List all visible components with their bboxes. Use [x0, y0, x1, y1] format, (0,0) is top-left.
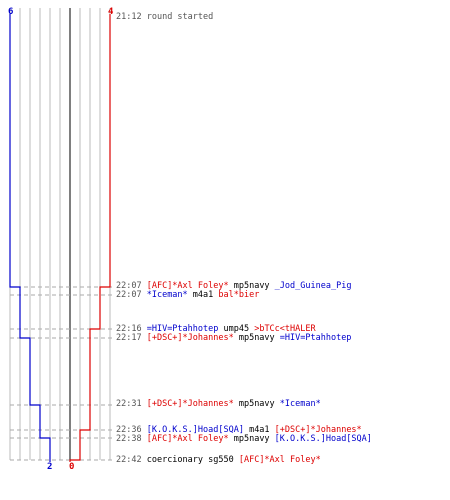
event-weapon: sg550 — [203, 455, 239, 465]
event-victim: >bTCc<tHALER — [254, 324, 316, 334]
event-victim: bal*bier — [218, 290, 260, 300]
event-row: 22:07 *Iceman* m4a1 bal*bier — [116, 290, 259, 300]
event-killer: coercionary — [146, 455, 204, 465]
event-killer: [AFC]*Axl Foley* — [146, 434, 229, 444]
event-row: 22:17 [+DSC+]*Johannes* mp5navy =HIV=Pta… — [116, 333, 351, 343]
event-weapon: mp5navy — [233, 399, 280, 409]
event-time: 22:38 — [116, 434, 147, 444]
event-weapon: mp5navy — [228, 434, 275, 444]
event-victim: *Iceman* — [279, 399, 321, 409]
event-time: 22:07 — [116, 281, 147, 291]
event-weapon: m4a1 — [187, 290, 219, 300]
event-killer: *Iceman* — [146, 290, 188, 300]
event-row: 22:36 [K.O.K.S.]Hoad[SQA] m4a1 [+DSC+]*J… — [116, 425, 362, 435]
round-start-time: 21:12 — [116, 12, 142, 22]
event-time: 22:17 — [116, 333, 147, 343]
event-victim: [K.O.K.S.]Hoad[SQA] — [274, 434, 372, 444]
event-row: 22:38 [AFC]*Axl Foley* mp5navy [K.O.K.S.… — [116, 434, 372, 444]
event-victim: [AFC]*Axl Foley* — [238, 455, 321, 465]
event-time: 22:31 — [116, 399, 147, 409]
event-killer: [K.O.K.S.]Hoad[SQA] — [146, 425, 244, 435]
player-grid-lines — [9, 8, 111, 460]
event-weapon: mp5navy — [233, 333, 280, 343]
event-victim: [+DSC+]*Johannes* — [274, 425, 362, 435]
event-row: 22:16 =HIV=Ptahhotep ump45 >bTCc<tHALER — [116, 324, 316, 334]
red-team-end-count: 0 — [69, 462, 74, 472]
event-killer: [AFC]*Axl Foley* — [146, 281, 229, 291]
event-time: 22:16 — [116, 324, 147, 334]
event-weapon: m4a1 — [243, 425, 275, 435]
round-start-line: 21:12 round started — [116, 12, 213, 22]
round-start-text: round started — [146, 12, 214, 22]
event-time: 22:36 — [116, 425, 147, 435]
event-time: 22:07 — [116, 290, 147, 300]
event-row: 22:07 [AFC]*Axl Foley* mp5navy _Jod_Guin… — [116, 281, 351, 291]
event-killer: =HIV=Ptahhotep — [146, 324, 219, 334]
event-row: 22:42 coercionary sg550 [AFC]*Axl Foley* — [116, 455, 321, 465]
event-row: 22:31 [+DSC+]*Johannes* mp5navy *Iceman* — [116, 399, 321, 409]
event-killer: [+DSC+]*Johannes* — [146, 399, 234, 409]
event-time: 22:42 — [116, 455, 147, 465]
blue-team-end-count: 2 — [47, 462, 52, 472]
event-dashed-lines — [10, 286, 114, 461]
event-weapon: ump45 — [218, 324, 255, 334]
red-team-alive-line — [69, 14, 111, 462]
blue-team-start-count: 6 — [8, 7, 13, 17]
red-team-start-count: 4 — [108, 7, 114, 17]
blue-team-alive-line — [9, 14, 51, 462]
event-weapon: mp5navy — [228, 281, 275, 291]
event-victim: _Jod_Guinea_Pig — [274, 281, 352, 291]
event-killer: [+DSC+]*Johannes* — [146, 333, 234, 343]
event-victim: =HIV=Ptahhotep — [279, 333, 352, 343]
